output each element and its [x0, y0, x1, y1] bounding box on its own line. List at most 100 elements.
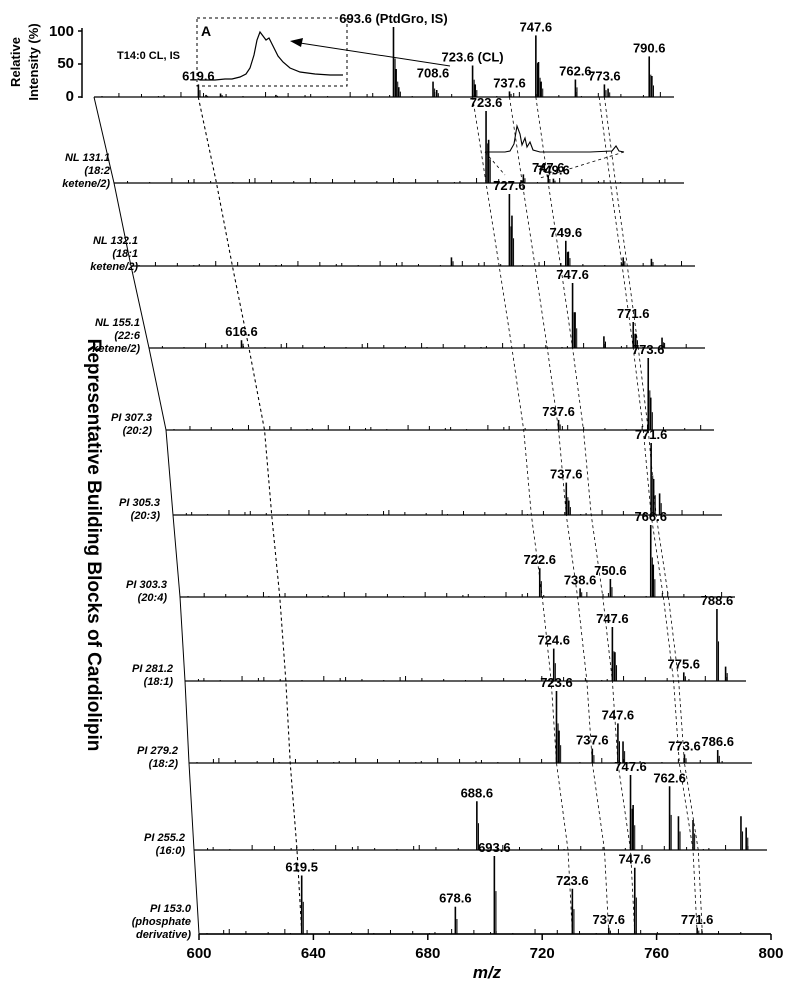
peak-label: 737.6: [493, 75, 526, 90]
scan-label: (18:2): [149, 758, 179, 770]
panel-4: 737.6 773.6 PI 307.3(20:2): [111, 342, 714, 437]
peak-label: 775.6: [668, 656, 701, 671]
peak-label: 750.6: [594, 563, 627, 578]
inset-a-arrowhead: [290, 38, 303, 47]
inset-a-label: A: [201, 23, 211, 39]
peak-label: 762.6: [653, 770, 686, 785]
scan-label: (20:4): [138, 592, 168, 604]
panel-5: 737.6 771.6 PI 305.3(20:3): [119, 427, 722, 522]
peak-label: 723.6 (CL): [442, 50, 504, 65]
scan-label: (phosphate: [132, 916, 191, 928]
scan-label: PI 281.2: [132, 663, 173, 675]
peak-label: 723.6: [540, 675, 573, 690]
scan-label: PI 255.2: [144, 832, 185, 844]
x-tick-label: 800: [758, 945, 783, 962]
peak-label: 788.6: [701, 593, 734, 608]
y-tick-50: 50: [57, 55, 74, 72]
scan-label: (18:2: [84, 165, 110, 177]
y-axis-title-line1: Relative: [8, 37, 23, 87]
peak-label: 747.6: [532, 160, 565, 175]
peak-label: 747.6: [602, 707, 635, 722]
internal-standard-annotation: T14:0 CL, IS: [117, 50, 180, 62]
peak-label: 616.6: [225, 324, 258, 339]
peak-label: 738.6: [564, 572, 597, 587]
x-tick-label: 680: [415, 945, 440, 962]
scan-label: derivative): [136, 929, 191, 941]
scan-label: (18:1): [144, 676, 174, 688]
inset-a-frame: [196, 17, 348, 87]
scan-label: PI 303.3: [126, 579, 167, 591]
peak-label: 737.6: [550, 467, 583, 482]
inset-a: A: [196, 17, 451, 87]
peak-label: 737.6: [576, 733, 609, 748]
peak-label: 771.6: [617, 306, 650, 321]
peak-label: 678.6: [439, 891, 472, 906]
scan-label: ketene/2): [62, 178, 110, 190]
y-axis-title-line2: Intensity (%): [26, 23, 41, 100]
scan-label: PI 153.0: [150, 903, 192, 915]
inset-a-arrow: [299, 42, 451, 67]
peak-label: 786.6: [701, 734, 734, 749]
peak-label: 693.6 (PtdGro, IS): [339, 11, 447, 26]
peak-label: 747.6: [618, 852, 651, 867]
peak-label: 724.6: [537, 633, 570, 648]
top-y-axis: Relative Intensity (%) 100 50 0: [8, 23, 83, 105]
peak-label: 747.6: [556, 267, 589, 282]
inset-b: [484, 123, 625, 179]
x-tick-label: 760: [644, 945, 669, 962]
scan-label: ketene/2): [92, 343, 140, 355]
peak-label: 737.6: [542, 404, 575, 419]
panel-10: 619.5 678.6 693.6 723.6 737.6 747.6 771.6 PI 15…: [132, 840, 771, 941]
peak-label: 773.6: [632, 342, 665, 357]
scan-label: (18:1: [112, 248, 138, 260]
panel-8: 723.6 737.6 747.6 773.6 786.6 PI 279.2(18:2): [137, 675, 752, 770]
peak-label: 708.6: [417, 66, 450, 81]
scan-label: (22:6: [114, 330, 141, 342]
scan-label: ketene/2): [90, 261, 138, 273]
x-tick-label: 640: [301, 945, 326, 962]
inset-b-trace: [485, 123, 625, 153]
peak-label: 693.6: [478, 840, 511, 855]
scan-label: NL 131.1: [65, 152, 110, 164]
peak-label: 737.6: [592, 912, 625, 927]
y-tick-100: 100: [49, 23, 74, 40]
peak-label: 749.6: [537, 163, 570, 178]
scan-label: (20:2): [123, 425, 153, 437]
scan-label: PI 305.3: [119, 497, 160, 509]
peak-label: 619.6: [182, 68, 215, 83]
y-tick-0: 0: [66, 88, 74, 105]
peak-label: 619.5: [285, 860, 318, 875]
peak-label: 723.6: [556, 873, 589, 888]
x-axis-title: m/z: [473, 963, 502, 982]
dashed-guide: [197, 96, 303, 935]
peak-label: 747.6: [596, 611, 629, 626]
peak-label: 773.6: [588, 68, 621, 83]
x-ticks: 600 640 680 720 760 800: [186, 934, 784, 962]
peak-label: 727.6: [493, 178, 526, 193]
inset-b-zoom-left: [484, 151, 506, 176]
inset-a-trace: [200, 30, 343, 81]
peak-label: 749.6: [550, 225, 583, 240]
peak-label: 766.6: [634, 509, 667, 524]
scan-label: PI 307.3: [111, 412, 152, 424]
side-title: Representative Building Blocks of Cardio…: [83, 339, 104, 752]
top-panel-annotation: T14:0 CL, IS: [117, 50, 180, 62]
peak-label: 773.6: [668, 738, 701, 753]
panel-9: 688.6 747.6 762.6 PI 255.2(16:0): [144, 759, 767, 857]
scan-label: (20:3): [131, 510, 161, 522]
peak-label: 723.6: [470, 95, 503, 110]
scan-label: NL 155.1: [95, 317, 140, 329]
peak-label: 722.6: [523, 552, 556, 567]
panel-7: 724.6 747.6 775.6 788.6 PI 281.2(18:1): [132, 593, 746, 688]
scan-label: NL 132.1: [93, 235, 138, 247]
peak-label: 771.6: [635, 427, 668, 442]
scan-label: (16:0): [156, 845, 186, 857]
peak-label: 688.6: [461, 785, 494, 800]
